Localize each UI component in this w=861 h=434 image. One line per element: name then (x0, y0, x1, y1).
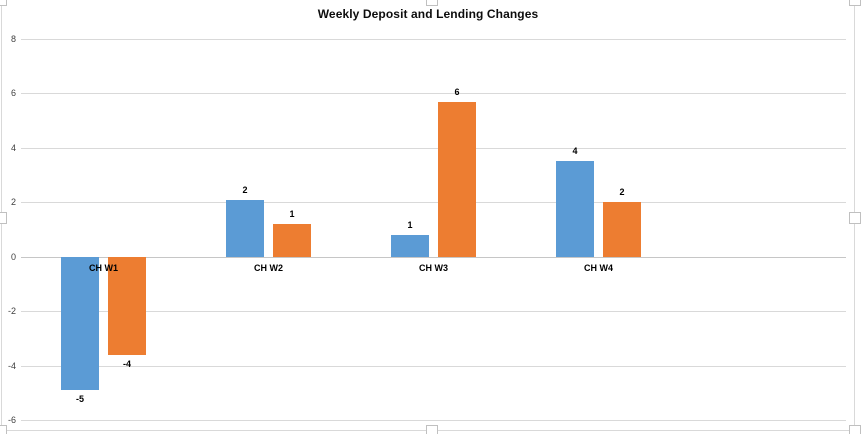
bar-value-label: 2 (619, 187, 625, 198)
bar-series2-CH-W2[interactable] (273, 224, 311, 257)
gridline (21, 39, 846, 40)
bar-value-label: 1 (289, 209, 295, 220)
gridline (21, 420, 846, 421)
chart-title[interactable]: Weekly Deposit and Lending Changes (317, 7, 539, 21)
bar-value-label: -4 (122, 358, 131, 369)
plot-area[interactable]: CH W1 -5 -4 CH W2 2 1 CH W3 1 6 CH W4 4 2 (21, 39, 846, 421)
y-axis-tick-label: -2 (7, 306, 16, 317)
y-axis-tick-label: 8 (10, 34, 16, 44)
gridline (21, 93, 846, 95)
bar-series2-CH-W4[interactable] (603, 202, 641, 257)
bar-value-label: 2 (242, 184, 248, 195)
gridline (21, 311, 846, 313)
bar-value-label: 6 (454, 86, 460, 97)
resize-handle-top-right[interactable] (849, 0, 861, 6)
x-axis-category-label: CH W1 (89, 262, 118, 273)
bar-series2-CH-W1[interactable] (108, 256, 146, 355)
resize-handle-top-left[interactable] (0, 0, 7, 6)
bar-series1-CH-W1[interactable] (61, 256, 99, 391)
resize-handle-bottom-left[interactable] (0, 425, 7, 434)
y-axis-tick-label: 4 (10, 142, 16, 153)
x-axis-category-label: CH W4 (584, 262, 613, 273)
bar-value-label: 1 (407, 219, 413, 230)
resize-handle-middle-left[interactable] (0, 212, 7, 224)
y-axis-tick-label: 6 (10, 88, 16, 99)
gridline (21, 147, 846, 149)
y-axis-tick-label: 0 (10, 251, 16, 262)
bar-value-label: -5 (75, 394, 84, 405)
y-axis-tick-label: -4 (7, 360, 16, 371)
bar-series1-CH-W4[interactable] (556, 161, 594, 257)
x-axis-category-label: CH W3 (419, 262, 448, 273)
bar-series2-CH-W3[interactable] (438, 101, 476, 257)
x-axis-category-label: CH W2 (254, 262, 283, 273)
y-axis: 8 6 4 2 0 -2 -4 -6 (2, 34, 17, 425)
y-axis-tick-label: -6 (7, 415, 16, 425)
gridline (21, 202, 846, 204)
y-axis-tick-label: 2 (10, 197, 16, 208)
x-axis-zero-line (21, 256, 846, 258)
resize-handle-bottom-center[interactable] (426, 425, 438, 434)
bar-series1-CH-W2[interactable] (226, 199, 264, 257)
bar-value-label: 4 (572, 146, 578, 157)
resize-handle-middle-right[interactable] (849, 212, 861, 224)
gridline (21, 365, 846, 367)
resize-handle-bottom-right[interactable] (849, 425, 861, 434)
bar-series1-CH-W3[interactable] (391, 234, 429, 257)
resize-handle-top-center[interactable] (426, 0, 438, 6)
